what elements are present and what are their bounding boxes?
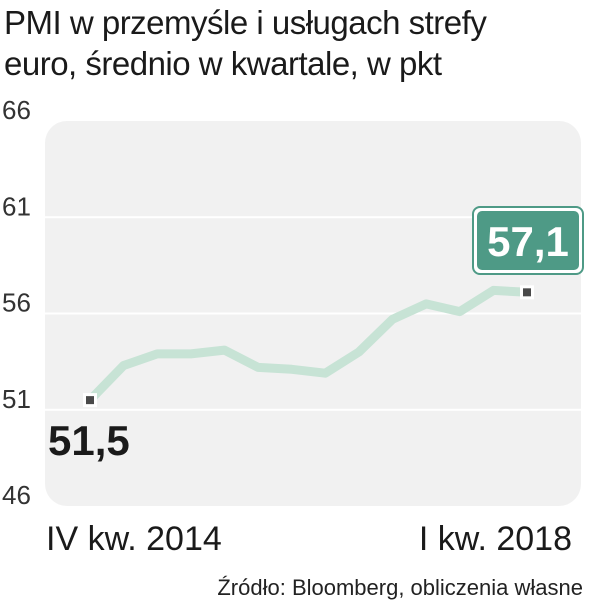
start-value-label: 51,5: [48, 417, 130, 464]
chart-title-line-2: euro, średnio w kwartale, w pkt: [4, 45, 442, 82]
start-point-marker-dot: [86, 396, 94, 405]
chart-title-line-1: PMI w przemyśle i usługach strefy: [4, 4, 487, 41]
x-axis-end-label: I kw. 2018: [419, 520, 572, 558]
end-value-box: [477, 211, 579, 270]
y-tick-label: 66: [2, 95, 31, 125]
y-tick-label: 51: [2, 384, 31, 414]
y-tick-label: 61: [2, 191, 31, 221]
series-line: [85, 285, 532, 405]
y-tick-label: 56: [2, 288, 31, 318]
source-note: Źródło: Bloomberg, obliczenia własne: [217, 575, 583, 600]
chart-title: PMI w przemyśle i usługach strefy euro, …: [4, 2, 589, 84]
end-value-label: 57,1: [487, 218, 569, 265]
end-point-marker-dot: [523, 288, 531, 297]
y-axis-ticks: 66 61 56 51 46: [2, 95, 31, 510]
x-axis-start-label: IV kw. 2014: [46, 520, 222, 558]
y-tick-label: 46: [2, 480, 31, 510]
